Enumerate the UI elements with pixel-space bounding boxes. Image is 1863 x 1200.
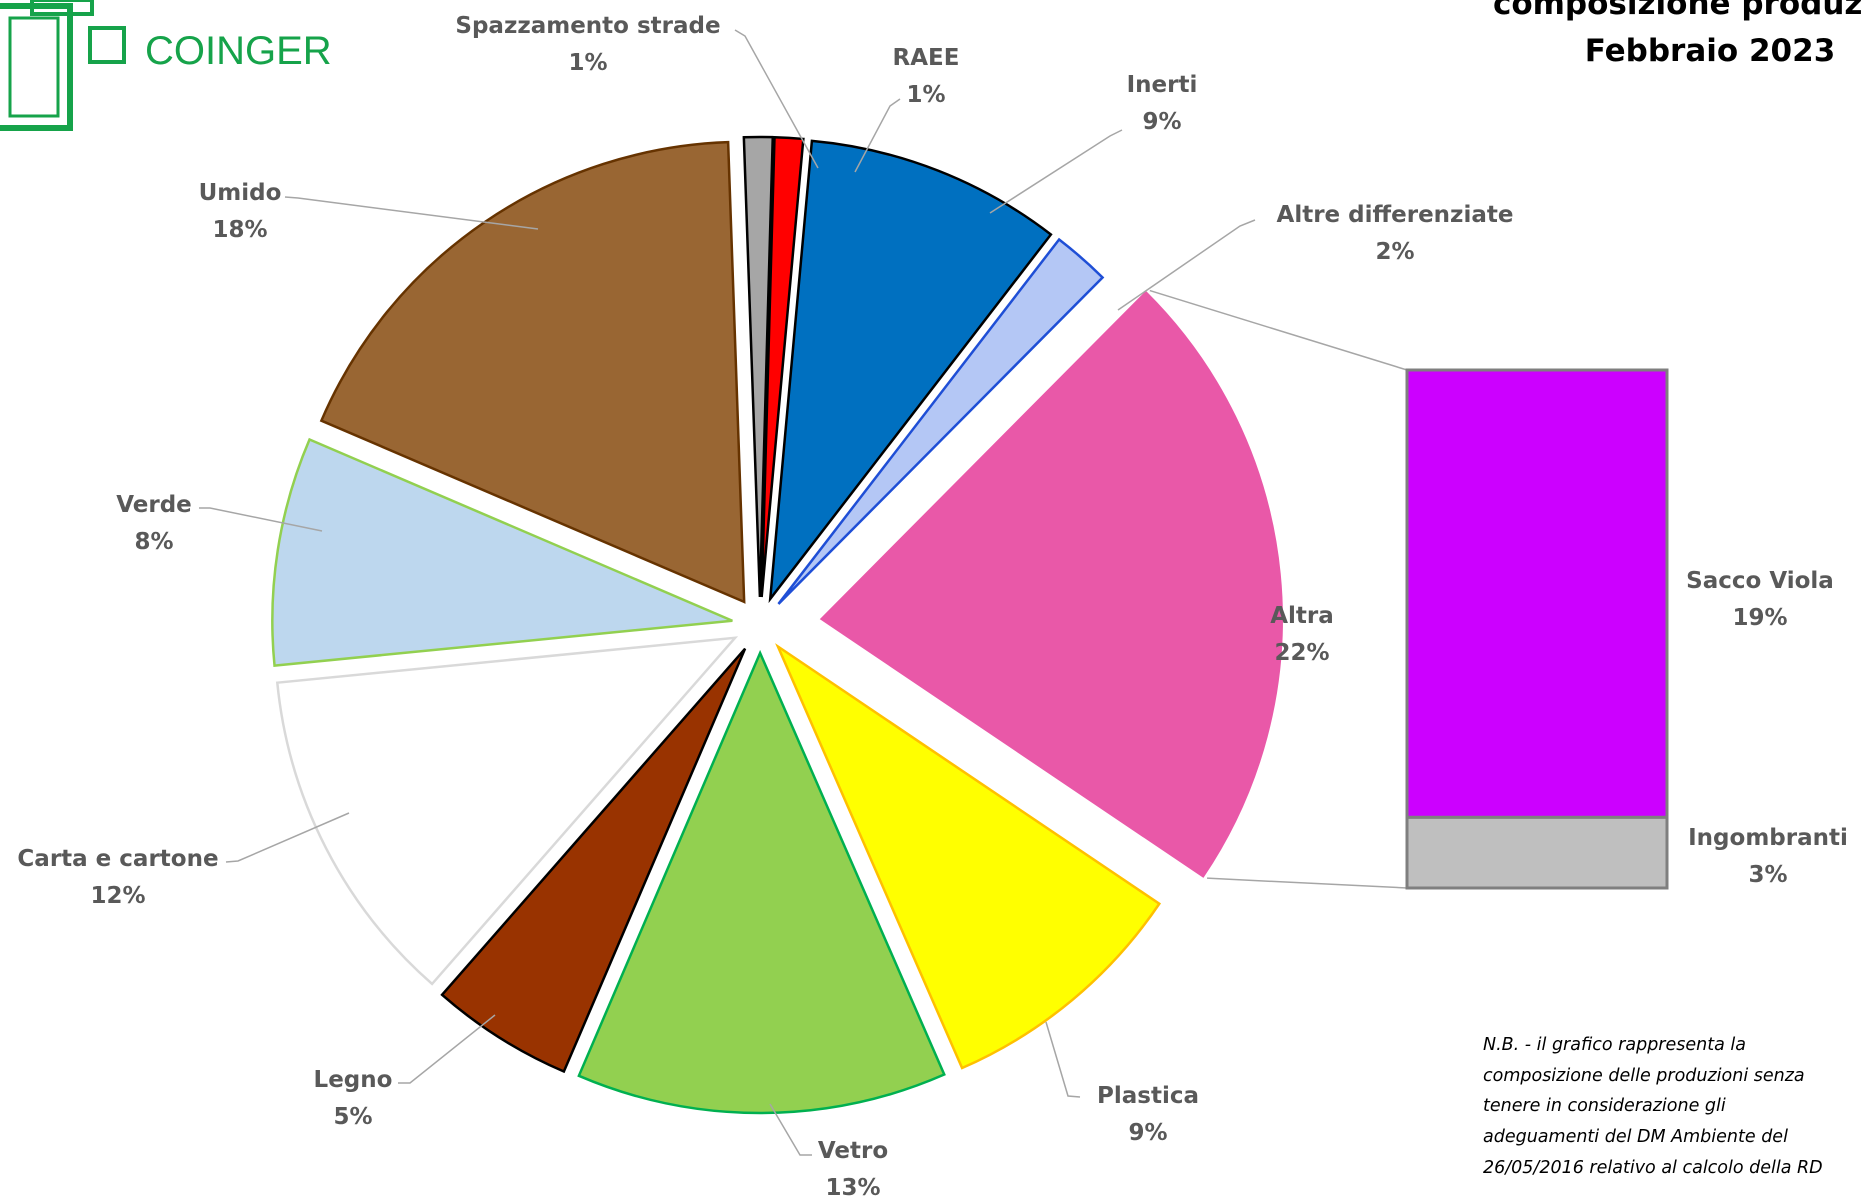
leader-line-vetro [769, 1103, 812, 1156]
leader-line-raee [854, 98, 901, 173]
pie-slice-raee [760, 135, 805, 598]
data-label-value-spazzamento-strade: 1% [568, 50, 607, 76]
footnote: N.B. - il grafico rappresenta la composi… [1483, 1035, 1823, 1178]
data-label-name-verde: Verde [116, 492, 192, 518]
footnote-line-5: 26/05/2016 relativo al calcolo della RD [1483, 1158, 1823, 1178]
data-label-name-raee: RAEE [893, 45, 960, 71]
data-label-name-ingombranti: Ingombranti [1688, 825, 1848, 851]
chart-title-line-1: composizione produzioni [1493, 0, 1863, 22]
logo-text: COINGER [145, 29, 332, 73]
leader-line-plastica [1045, 1021, 1081, 1098]
data-label-value-raee: 1% [906, 82, 945, 108]
leader-lines [199, 29, 1256, 1156]
data-label-value-legno: 5% [333, 1104, 372, 1130]
pie-slice-carta-e-cartone [275, 636, 739, 986]
data-labels: Spazzamento strade 1% RAEE 1% Inerti 9% Altre … [17, 13, 1847, 1200]
leader-line-umido [284, 196, 539, 230]
pie-slice-legno [440, 647, 747, 1074]
pie-slice-plastica [775, 643, 1162, 1070]
leader-line-inerti [989, 129, 1123, 214]
data-label-name-spazzamento-strade: Spazzamento strade [455, 13, 720, 39]
data-label-name-vetro: Vetro [818, 1138, 888, 1164]
data-label-name-altre-differenziate: Altre differenziate [1277, 202, 1514, 228]
chart-title-line-2: Febbraio 2023 [1585, 33, 1836, 69]
data-label-value-umido: 18% [212, 217, 267, 243]
data-label-value-verde: 8% [134, 529, 173, 555]
pie-slices [271, 135, 1283, 1115]
data-label-value-inerti: 9% [1142, 109, 1181, 135]
leader-line-legno [398, 1014, 496, 1084]
leader-line-verde [199, 507, 323, 532]
breakdown-bar [1405, 368, 1669, 890]
connector-top [1149, 289, 1408, 371]
data-label-value-altra: 22% [1274, 640, 1329, 666]
pie-slice-altra [819, 290, 1283, 878]
leader-line-carta-e-cartone [225, 812, 350, 863]
pie-slice-verde [271, 437, 733, 667]
footnote-line-2: composizione delle produzioni senza [1483, 1066, 1805, 1086]
connector-bottom [1207, 877, 1408, 889]
data-label-value-sacco-viola: 19% [1732, 605, 1787, 631]
footnote-line-1: N.B. - il grafico rappresenta la [1483, 1035, 1746, 1055]
coinger-logo: COINGER [0, 0, 332, 131]
pie-slice-altre-differenziate [777, 237, 1105, 605]
data-label-name-umido: Umido [199, 180, 282, 206]
data-label-value-plastica: 9% [1128, 1120, 1167, 1146]
data-label-name-sacco-viola: Sacco Viola [1686, 568, 1834, 594]
pie-slice-inerti [768, 139, 1053, 604]
pie-slice-vetro [577, 649, 946, 1115]
bar-segment-ingombranti [1405, 815, 1669, 890]
data-label-name-altra: Altra [1270, 603, 1334, 629]
data-label-name-legno: Legno [314, 1067, 393, 1093]
logo-mark [0, 3, 73, 131]
data-label-name-plastica: Plastica [1097, 1083, 1199, 1109]
data-label-value-vetro: 13% [825, 1175, 880, 1200]
data-label-name-inerti: Inerti [1127, 72, 1198, 98]
data-label-value-altre-differenziate: 2% [1375, 239, 1414, 265]
pie-slice-spazzamento-strade [742, 135, 775, 598]
data-label-name-carta-e-cartone: Carta e cartone [17, 846, 218, 872]
footnote-line-3: tenere in considerazione gli [1483, 1096, 1726, 1116]
data-label-value-ingombranti: 3% [1748, 862, 1787, 888]
data-label-value-carta-e-cartone: 12% [90, 883, 145, 909]
footnote-line-4: adeguamenti del DM Ambiente del [1483, 1127, 1788, 1147]
pie-to-bar-connectors [1149, 289, 1408, 889]
bar-segment-sacco-viola [1405, 368, 1669, 819]
leader-line-spazzamento-strade [734, 29, 819, 169]
leader-line-altre-differenziate [1117, 219, 1256, 311]
